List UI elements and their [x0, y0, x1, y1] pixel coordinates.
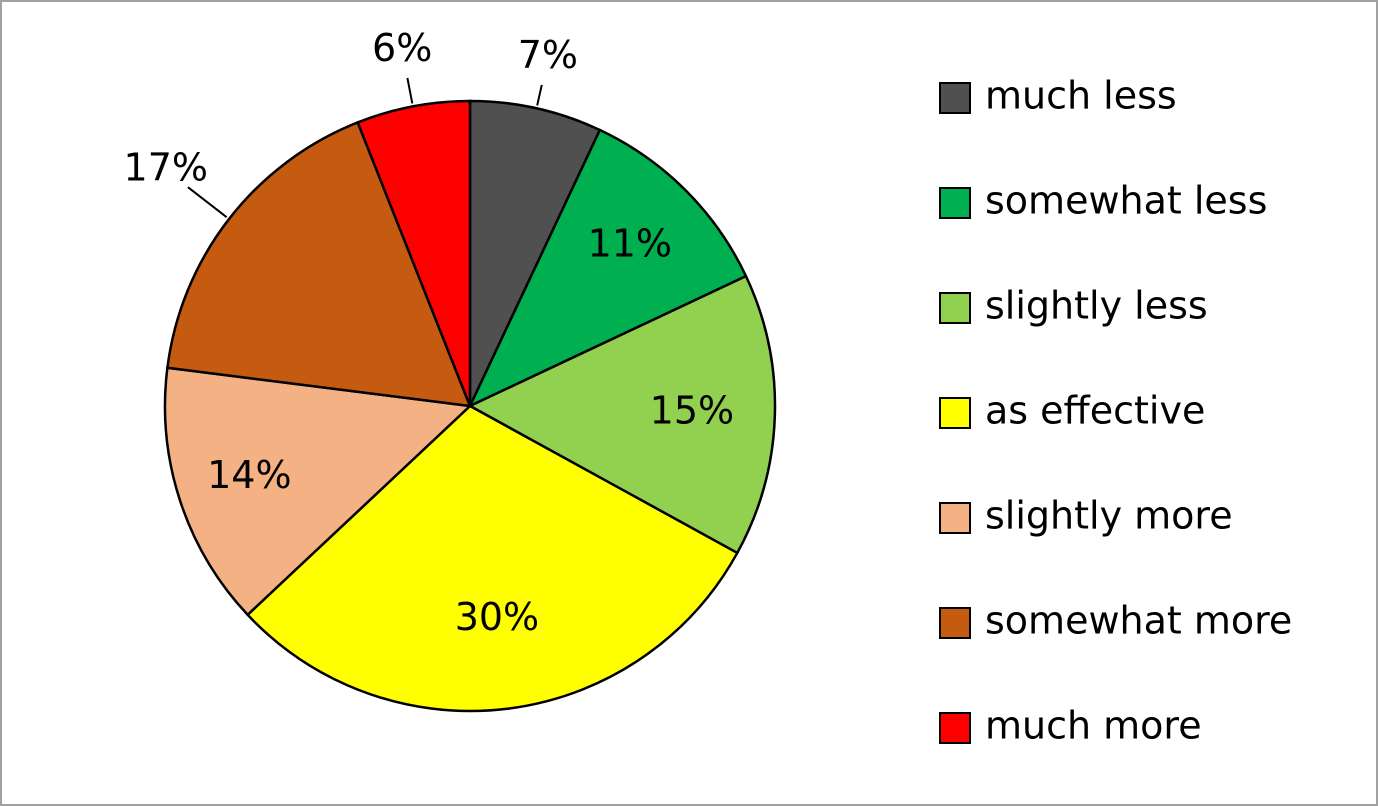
pie-slice [468, 99, 602, 407]
data-label: 15% [650, 388, 734, 432]
data-label: 6% [372, 26, 432, 70]
pie-slice [163, 366, 473, 617]
legend-label: somewhat less [985, 179, 1267, 223]
legend-label: slightly less [985, 284, 1208, 328]
legend-swatch [939, 607, 971, 639]
legend-swatch [939, 82, 971, 114]
data-label: 7% [518, 33, 578, 77]
legend-label: much more [985, 704, 1202, 748]
leader-line [406, 77, 414, 104]
data-label: 14% [207, 453, 291, 497]
data-label: 17% [124, 146, 208, 190]
legend-swatch [939, 397, 971, 429]
legend-swatch [939, 187, 971, 219]
pie-slice [356, 99, 472, 407]
leader-line [187, 186, 228, 219]
legend-label: much less [985, 74, 1177, 118]
data-label: 11% [588, 222, 672, 266]
legend-swatch [939, 712, 971, 744]
leader-line [536, 84, 543, 106]
pie-slice [245, 404, 739, 713]
pie-slice [467, 128, 748, 409]
pie-slice [467, 274, 777, 555]
data-label: 30% [455, 595, 539, 639]
legend-swatch [939, 502, 971, 534]
pie-slice [166, 120, 472, 408]
legend-label: as effective [985, 389, 1205, 433]
legend-label: somewhat more [985, 599, 1292, 643]
legend-label: slightly more [985, 494, 1233, 538]
legend-swatch [939, 292, 971, 324]
